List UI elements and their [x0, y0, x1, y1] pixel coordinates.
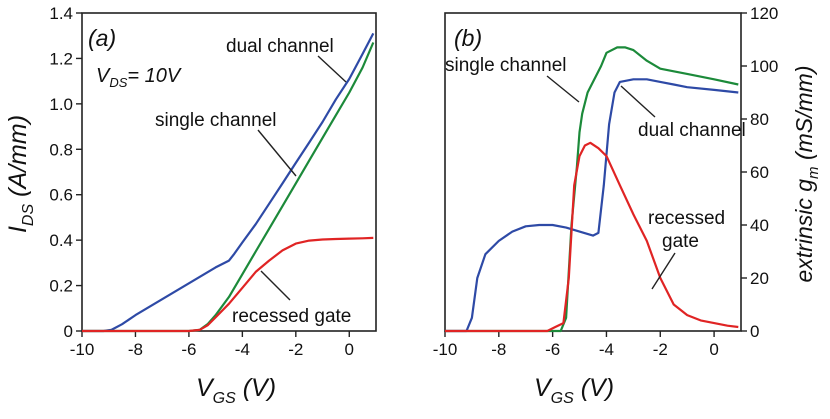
y-tick-label: 40	[750, 216, 769, 235]
y-tick-label: 20	[750, 269, 769, 288]
b-recessed-label: recessed	[648, 208, 725, 229]
series-line-recessed-gate	[445, 141, 739, 333]
a-dual-channel-leader	[317, 55, 347, 83]
series-line-dual-channel	[82, 32, 375, 333]
vds-condition: VDS= 10V	[96, 65, 182, 90]
y-tick-label: 0.2	[49, 277, 73, 296]
y-tick-label: 0	[64, 322, 73, 341]
b-gate-label: gate	[662, 231, 699, 252]
a-recessed-gate-label: recessed gate	[232, 306, 351, 327]
y-tick-label: 100	[750, 57, 778, 76]
panel-a-x-ticks: -10 -8 -6 -4 -2 0	[70, 331, 354, 359]
panel-b-y-ticks: 0 20 40 60 80 100 120	[741, 4, 778, 341]
b-single-channel-leader	[546, 75, 580, 103]
series-line-dual-channel	[445, 78, 739, 333]
a-dual-channel-label: dual channel	[226, 36, 334, 57]
b-dual-channel-label: dual channel	[638, 120, 746, 141]
panel-b-x-label: VGS (V)	[534, 374, 614, 407]
panel-a-y-label: IDS (A/mm)	[4, 115, 37, 233]
panel-a-x-label: VGS (V)	[196, 374, 276, 407]
b-recessed-gate-leader	[651, 252, 676, 290]
a-single-channel-label: single channel	[155, 110, 276, 131]
a-recessed-gate-leader	[260, 270, 291, 301]
x-tick-label: 0	[709, 340, 718, 359]
panel-b: -10 -8 -6 -4 -2 0 0 20 40 60 80 100 120 (b) single …	[433, 4, 822, 407]
x-tick-label: -10	[70, 340, 95, 359]
x-tick-label: -8	[491, 340, 506, 359]
panel-a-frame	[81, 12, 377, 332]
panel-a-series	[82, 32, 375, 333]
x-tick-label: -10	[433, 340, 458, 359]
y-tick-label: 1.0	[49, 95, 73, 114]
series-line-recessed-gate	[82, 236, 374, 333]
panel-a-y-ticks: 0 0.2 0.4 0.6 0.8 1.0 1.2 1.4	[49, 4, 82, 341]
a-single-channel-leader	[257, 129, 297, 177]
x-tick-label: -8	[128, 340, 143, 359]
panel-b-label: (b)	[454, 25, 482, 51]
x-tick-label: -6	[181, 340, 196, 359]
panel-b-series	[445, 46, 739, 333]
x-tick-label: -6	[545, 340, 560, 359]
y-tick-label: 0.4	[49, 231, 73, 250]
x-tick-label: -2	[653, 340, 668, 359]
b-single-channel-label: single channel	[445, 55, 566, 76]
y-tick-label: 0	[750, 322, 759, 341]
x-tick-label: 0	[345, 340, 354, 359]
x-tick-label: -4	[599, 340, 614, 359]
panel-a: -10 -8 -6 -4 -2 0 00.20.40.60.81.01.21.4 (a) …	[4, 4, 377, 407]
y-tick-label: 1.2	[49, 49, 73, 68]
y-tick-label: 120	[750, 4, 778, 23]
b-dual-channel-leader	[620, 85, 656, 118]
panel-b-y-label: extrinsic gm (mS/mm)	[791, 66, 822, 283]
y-tick-label: 0.8	[49, 140, 73, 159]
panel-b-x-ticks: -10 -8 -6 -4 -2 0	[433, 331, 719, 359]
panel-a-label: (a)	[88, 25, 116, 51]
y-tick-label: 0.6	[49, 186, 73, 205]
y-tick-label: 80	[750, 110, 769, 129]
y-tick-label: 60	[750, 163, 769, 182]
x-tick-label: -4	[235, 340, 250, 359]
series-line-single-channel	[445, 46, 739, 333]
x-tick-label: -2	[288, 340, 303, 359]
y-tick-label: 1.4	[49, 4, 73, 23]
